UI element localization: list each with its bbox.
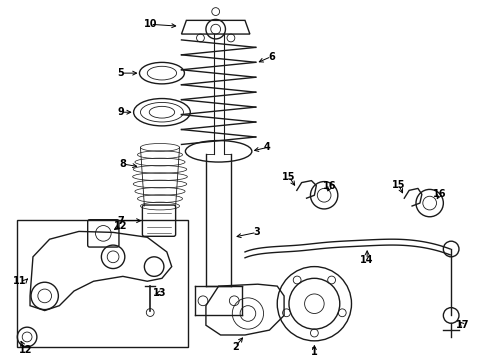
Text: 6: 6 xyxy=(268,51,275,62)
Text: 13: 13 xyxy=(153,288,167,298)
Text: 16: 16 xyxy=(323,181,337,192)
Text: 1: 1 xyxy=(311,347,318,357)
Text: 9: 9 xyxy=(118,107,124,117)
Text: 15: 15 xyxy=(282,172,296,182)
Text: 17: 17 xyxy=(456,320,469,330)
Text: 7: 7 xyxy=(118,216,124,226)
Text: 5: 5 xyxy=(118,68,124,78)
Text: 3: 3 xyxy=(253,228,260,237)
Text: 11: 11 xyxy=(12,276,26,286)
Text: 8: 8 xyxy=(120,159,126,169)
Text: 12: 12 xyxy=(19,345,33,355)
Text: 14: 14 xyxy=(360,255,374,265)
Text: 4: 4 xyxy=(264,143,271,152)
Text: 10: 10 xyxy=(144,19,157,29)
Bar xyxy=(17,220,188,347)
Text: 16: 16 xyxy=(433,189,446,199)
Text: 15: 15 xyxy=(392,180,405,189)
Text: 12: 12 xyxy=(114,221,128,230)
Text: 2: 2 xyxy=(232,342,239,352)
